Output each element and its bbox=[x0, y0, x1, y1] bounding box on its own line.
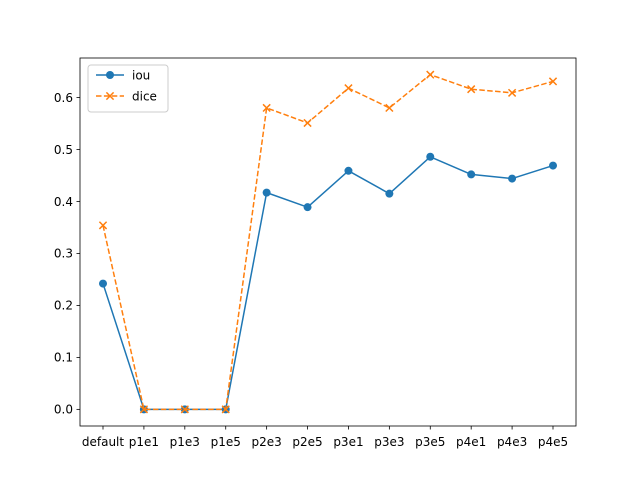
legend-label-dice: dice bbox=[132, 89, 157, 103]
legend-marker-iou bbox=[106, 71, 114, 79]
plot-area bbox=[79, 57, 577, 427]
series-dice bbox=[98, 70, 558, 414]
data-point-iou bbox=[467, 170, 476, 179]
x-tick-label: p4e1 bbox=[456, 435, 486, 449]
data-point-dice bbox=[303, 118, 312, 128]
x-tick-label: default bbox=[82, 435, 125, 449]
x-tick-label: p3e5 bbox=[415, 435, 445, 449]
x-tick-label: p4e5 bbox=[538, 435, 568, 449]
y-tick-label: 0.3 bbox=[54, 247, 73, 261]
legend-entry-iou: iou bbox=[96, 68, 150, 82]
y-axis: 0.0 0.1 0.2 0.3 0.4 0.5 0.6 bbox=[54, 91, 80, 417]
y-tick-label: 0.2 bbox=[54, 299, 73, 313]
x-tick-label: p4e3 bbox=[497, 435, 527, 449]
y-tick-label: 0.4 bbox=[54, 195, 73, 209]
x-tick-label: p1e5 bbox=[211, 435, 241, 449]
y-tick-label: 0.0 bbox=[54, 403, 73, 417]
legend-marker-dice bbox=[105, 91, 115, 101]
data-point-iou bbox=[508, 174, 517, 183]
data-point-iou bbox=[99, 279, 107, 288]
legend: iou dice bbox=[87, 64, 169, 113]
x-tick-label: p3e1 bbox=[333, 435, 363, 449]
data-point-iou bbox=[385, 189, 394, 198]
data-point-iou bbox=[549, 161, 557, 170]
x-tick-label: p2e3 bbox=[251, 435, 281, 449]
data-point-iou bbox=[303, 203, 312, 212]
x-tick-label: p3e3 bbox=[374, 435, 404, 449]
y-tick-label: 0.1 bbox=[54, 351, 73, 365]
data-point-dice bbox=[385, 103, 394, 113]
data-point-dice bbox=[139, 405, 149, 414]
data-point-dice bbox=[548, 77, 558, 86]
data-point-iou bbox=[344, 166, 353, 175]
series-layer bbox=[98, 70, 558, 414]
y-tick-label: 0.6 bbox=[54, 91, 73, 105]
data-point-dice bbox=[426, 70, 435, 79]
x-tick-label: p1e1 bbox=[129, 435, 159, 449]
data-point-iou bbox=[262, 188, 271, 197]
data-point-dice bbox=[98, 221, 108, 230]
data-point-dice bbox=[344, 84, 353, 93]
legend-entry-dice: dice bbox=[96, 89, 157, 103]
data-point-dice bbox=[180, 405, 189, 414]
data-point-dice bbox=[221, 405, 230, 414]
data-point-dice bbox=[507, 88, 517, 97]
x-tick-label: p1e3 bbox=[170, 435, 200, 449]
x-axis: default p1e1 p1e3 p1e5 p2e3 p2e5 p3e1 p3e3 p3e5 p… bbox=[82, 426, 568, 449]
y-tick-label: 0.5 bbox=[54, 143, 73, 157]
axes-frame bbox=[79, 57, 577, 427]
x-tick-label: p2e5 bbox=[292, 435, 322, 449]
data-point-dice bbox=[467, 85, 476, 94]
series-line-dice bbox=[102, 73, 554, 411]
data-point-dice bbox=[262, 103, 271, 113]
legend-label-iou: iou bbox=[132, 68, 150, 82]
data-point-iou bbox=[426, 152, 435, 161]
